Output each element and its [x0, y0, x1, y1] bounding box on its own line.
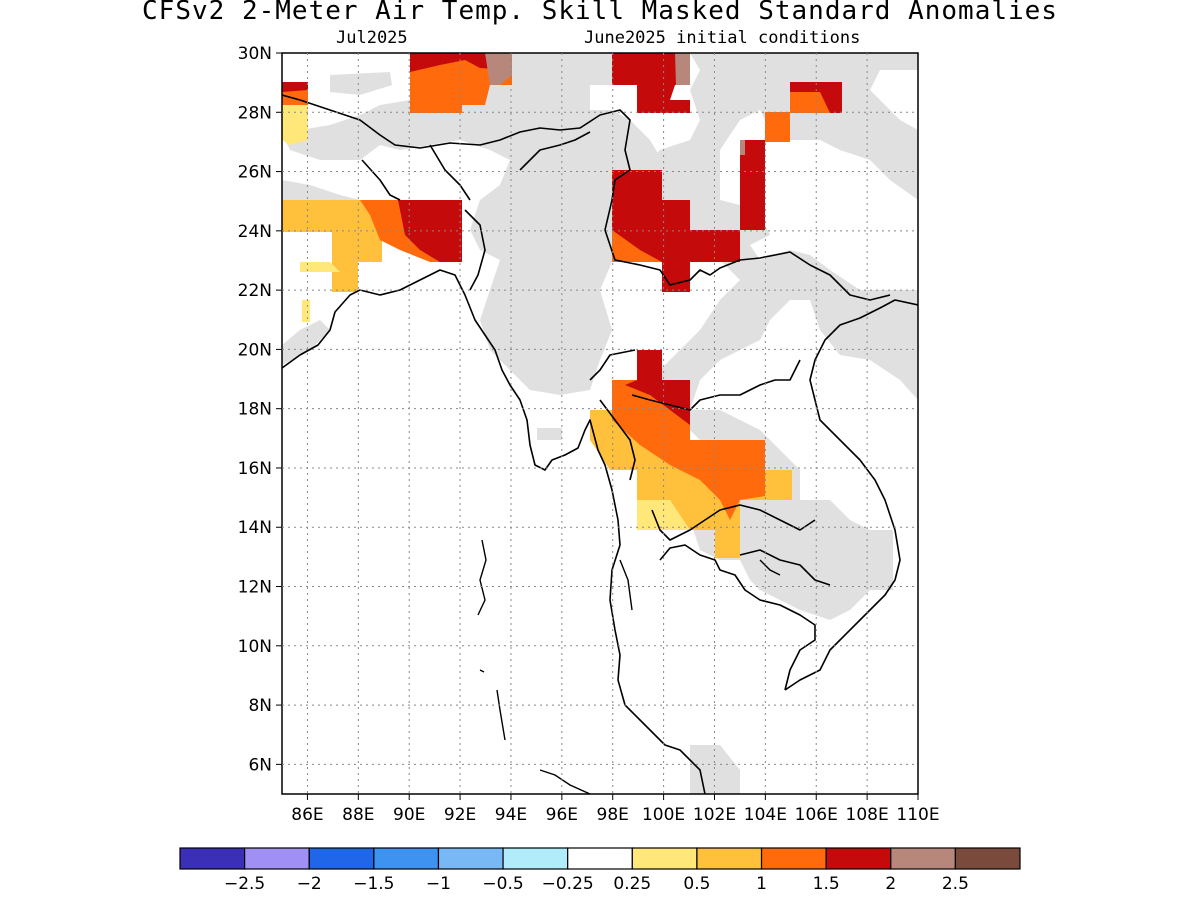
lon-label: 106E	[795, 805, 838, 825]
lat-label: 26N	[238, 163, 272, 183]
colorbar-label: 0.25	[613, 874, 651, 894]
colorbar-label: −2	[297, 874, 322, 894]
colorbar	[179, 847, 1021, 870]
colorbar-swatch	[179, 847, 246, 870]
coastlines	[282, 94, 918, 794]
lat-label: 16N	[238, 459, 272, 479]
lat-label: 6N	[248, 755, 272, 775]
lon-label: 94E	[495, 805, 527, 825]
lon-label: 86E	[291, 805, 323, 825]
colorbar-label: −0.5	[482, 874, 523, 894]
colorbar-label: −2.5	[224, 874, 265, 894]
lat-label: 22N	[238, 281, 272, 301]
lat-label: 18N	[238, 400, 272, 420]
longitude-labels: 86E 88E 90E 92E 94E 96E 98E 100E 102E 104E 106E 108…	[291, 794, 940, 825]
forecast-month: Jul2025	[336, 28, 408, 48]
lon-label: 108E	[846, 805, 889, 825]
colorbar-label: 2.5	[942, 874, 969, 894]
lat-label: 12N	[238, 578, 272, 598]
lat-label: 14N	[238, 518, 272, 538]
lon-label: 104E	[744, 805, 787, 825]
lon-label: 110E	[896, 805, 939, 825]
colorbar-swatch	[244, 847, 310, 870]
colorbar-label: −1	[426, 874, 451, 894]
islands	[477, 539, 781, 794]
colorbar-label: −0.25	[542, 874, 594, 894]
lon-label: 102E	[693, 805, 736, 825]
colorbar-label: 1	[756, 874, 767, 894]
lon-label: 100E	[642, 805, 685, 825]
initial-conditions: June2025 initial conditions	[584, 28, 861, 48]
colorbar-swatch	[954, 847, 1021, 870]
graticule	[282, 53, 918, 794]
colorbar-swatch	[373, 847, 440, 870]
colorbar-swatch	[760, 847, 827, 870]
lat-label: 30N	[238, 44, 272, 64]
lon-label: 90E	[393, 805, 425, 825]
colorbar-labels: −2.5 −2 −1.5 −1 −0.5 −0.25 0.25 0.5 1 1.5 2 2.5	[224, 874, 969, 894]
lon-label: 88E	[342, 805, 374, 825]
colorbar-swatch	[631, 847, 698, 870]
colorbar-swatch	[567, 847, 633, 870]
latitude-labels: 30N 28N 26N 24N 22N 20N 18N 16N 14N 12N 10N 8N 6N	[238, 44, 282, 775]
colorbar-label: −1.5	[353, 874, 394, 894]
map-fields	[282, 53, 918, 794]
lon-label: 92E	[444, 805, 476, 825]
lon-label: 96E	[546, 805, 578, 825]
colorbar-swatch	[890, 847, 956, 870]
lat-label: 24N	[238, 222, 272, 242]
map-title: CFSv2 2-Meter Air Temp. Skill Masked Sta…	[142, 0, 1058, 26]
colorbar-label: 2	[885, 874, 896, 894]
anomaly-fills	[282, 53, 842, 558]
colorbar-swatch	[308, 847, 375, 870]
plot-frame	[281, 52, 919, 795]
colorbar-swatch	[825, 847, 892, 870]
colorbar-label: 0.5	[683, 874, 710, 894]
colorbar-swatch	[696, 847, 763, 870]
lat-label: 10N	[238, 637, 272, 657]
colorbar-swatch	[437, 847, 504, 870]
colorbar-label: 1.5	[813, 874, 840, 894]
lon-label: 98E	[597, 805, 629, 825]
lat-label: 8N	[248, 696, 272, 716]
lat-label: 20N	[238, 340, 272, 360]
colorbar-swatch	[502, 847, 569, 870]
lat-label: 28N	[238, 103, 272, 123]
